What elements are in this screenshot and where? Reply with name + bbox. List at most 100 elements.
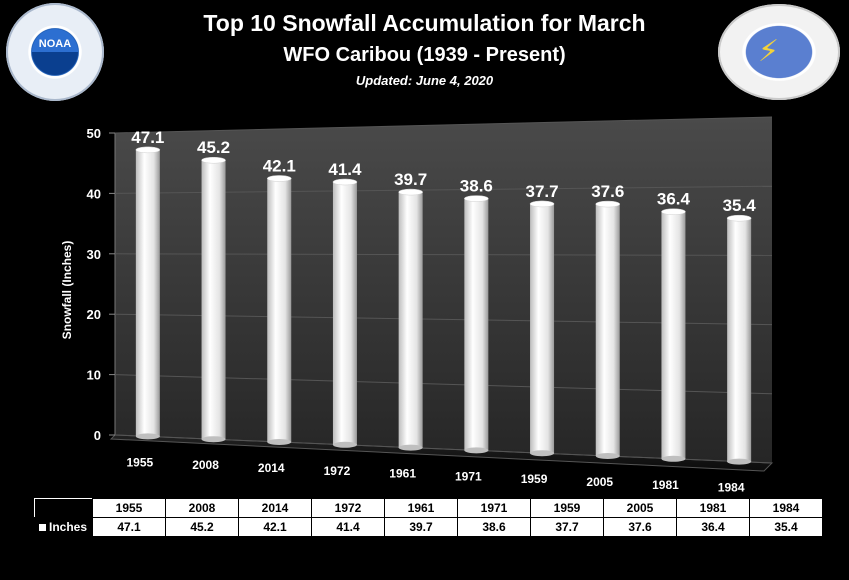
table-cell: 36.4 bbox=[676, 517, 750, 537]
y-axis-ticks: 0 10 20 30 40 50 bbox=[87, 126, 101, 443]
bar-base bbox=[530, 450, 555, 457]
table-header-cell: 1955 bbox=[92, 498, 166, 518]
x-tick-label: 1981 bbox=[652, 478, 679, 492]
lightning-bolt-icon: ⚡ bbox=[758, 35, 780, 68]
bar-base bbox=[201, 436, 226, 443]
table-header-cell: 1961 bbox=[384, 498, 458, 518]
bar-base bbox=[267, 439, 292, 445]
table-cell: 47.1 bbox=[92, 517, 166, 537]
table-header-cell: 1972 bbox=[311, 498, 385, 518]
table-cell: 41.4 bbox=[311, 517, 385, 537]
noaa-logo-word: NOAA bbox=[38, 38, 72, 50]
y-tick-label: 20 bbox=[87, 307, 101, 322]
x-tick-label: 1971 bbox=[455, 469, 482, 483]
table-cell: 45.2 bbox=[165, 517, 239, 537]
bar-body bbox=[530, 203, 555, 454]
bar-data-label: 42.1 bbox=[263, 156, 296, 175]
bar-top bbox=[529, 200, 555, 208]
bar-body bbox=[135, 149, 160, 437]
x-tick-label: 1961 bbox=[389, 467, 416, 481]
table-cell: 38.6 bbox=[457, 517, 531, 537]
bar bbox=[529, 200, 555, 457]
bar bbox=[135, 146, 161, 440]
gridline bbox=[114, 116, 773, 134]
x-tick-label: 1972 bbox=[324, 464, 351, 478]
bar-base bbox=[727, 458, 752, 465]
bar-data-label: 38.6 bbox=[460, 177, 493, 196]
noaa-seal-icon bbox=[32, 29, 78, 75]
table-header-cell: 2008 bbox=[165, 498, 239, 518]
bar bbox=[332, 178, 358, 448]
x-tick-label: 2014 bbox=[258, 461, 285, 475]
nws-logo: ⚡ bbox=[718, 4, 840, 100]
bar bbox=[201, 156, 226, 443]
bar-data-label: 37.6 bbox=[591, 182, 624, 201]
x-tick-label: 1955 bbox=[126, 455, 153, 469]
bar-data-label: 37.7 bbox=[526, 182, 559, 201]
y-tick-label: 0 bbox=[94, 428, 101, 443]
y-tick-label: 10 bbox=[87, 368, 101, 383]
legend-swatch-icon bbox=[39, 524, 46, 532]
bar-data-label: 39.7 bbox=[394, 170, 427, 189]
snowfall-bar-chart: 0 10 20 30 40 50 Snowfall (Inches) 47.1 45.2 42… bbox=[60, 116, 774, 495]
table-cell: 37.7 bbox=[530, 517, 604, 537]
bar-base bbox=[332, 441, 357, 448]
table-cell: 35.4 bbox=[749, 517, 823, 537]
bar-top bbox=[135, 146, 161, 154]
bar-data-label: 45.2 bbox=[197, 138, 230, 157]
table-corner bbox=[34, 498, 93, 518]
bar-body bbox=[332, 181, 357, 445]
y-tick-label: 30 bbox=[87, 247, 101, 262]
x-tick-label: 2005 bbox=[586, 475, 613, 489]
table-cell: 39.7 bbox=[384, 517, 458, 537]
table-header-cell: 2005 bbox=[603, 498, 677, 518]
bar-base bbox=[398, 444, 423, 451]
bar-base bbox=[661, 455, 686, 462]
bar-top bbox=[661, 208, 686, 215]
bar-data-label: 41.4 bbox=[328, 160, 362, 179]
updated-date: Updated: June 4, 2020 bbox=[355, 73, 494, 88]
table-header-cell: 1971 bbox=[457, 498, 531, 518]
table-cell: 37.6 bbox=[603, 517, 677, 537]
bar bbox=[726, 214, 752, 465]
bar-top bbox=[332, 178, 358, 186]
x-tick-label: 1984 bbox=[718, 481, 745, 495]
bar-base bbox=[595, 453, 620, 459]
bar-data-label: 36.4 bbox=[657, 190, 691, 209]
chart-subtitle: WFO Caribou (1939 - Present) bbox=[283, 44, 566, 66]
x-tick-label: 2008 bbox=[192, 458, 219, 472]
bar-top bbox=[464, 195, 489, 202]
bar bbox=[464, 195, 489, 454]
table-header-cell: 1959 bbox=[530, 498, 604, 518]
table-header-row: 1955 2008 2014 1972 1961 1971 1959 2005 … bbox=[34, 498, 823, 518]
data-table: 1955 2008 2014 1972 1961 1971 1959 2005 … bbox=[34, 498, 823, 537]
y-tick-label: 40 bbox=[87, 186, 101, 201]
bar-top bbox=[201, 156, 226, 164]
bar-data-label: 35.4 bbox=[723, 196, 757, 215]
y-tick-label: 50 bbox=[87, 126, 101, 141]
x-tick-label: 1959 bbox=[521, 472, 548, 486]
noaa-logo: NOAA bbox=[6, 3, 104, 101]
bar bbox=[595, 200, 620, 459]
bar-top bbox=[726, 214, 752, 222]
bar-body bbox=[727, 218, 752, 462]
x-axis-ticks: 1955 2008 2014 1972 1961 1971 1959 2005 1981 1984 bbox=[126, 455, 744, 494]
table-header-cell: 1981 bbox=[676, 498, 750, 518]
bar-top bbox=[595, 200, 620, 208]
bar-top bbox=[267, 175, 292, 182]
y-axis-label: Snowfall (Inches) bbox=[60, 241, 74, 340]
table-row: Inches 47.1 45.2 42.1 41.4 39.7 38.6 37.… bbox=[34, 517, 823, 537]
table-header-cell: 1984 bbox=[749, 498, 823, 518]
bar-body bbox=[267, 178, 292, 443]
bar-top bbox=[398, 188, 423, 196]
table-cell: 42.1 bbox=[238, 517, 312, 537]
bar-body bbox=[595, 204, 620, 456]
bar bbox=[398, 188, 423, 451]
bar bbox=[267, 175, 292, 445]
bar-body bbox=[201, 160, 226, 440]
chart-title: Top 10 Snowfall Accumulation for March bbox=[203, 10, 646, 36]
bar bbox=[661, 208, 686, 462]
bar-series: 47.1 45.2 42.1 41.4 39.7 38.6 37.7 37.6 36.4 35.4 bbox=[131, 128, 756, 465]
bar-base bbox=[464, 447, 489, 454]
bar-body bbox=[464, 198, 489, 451]
